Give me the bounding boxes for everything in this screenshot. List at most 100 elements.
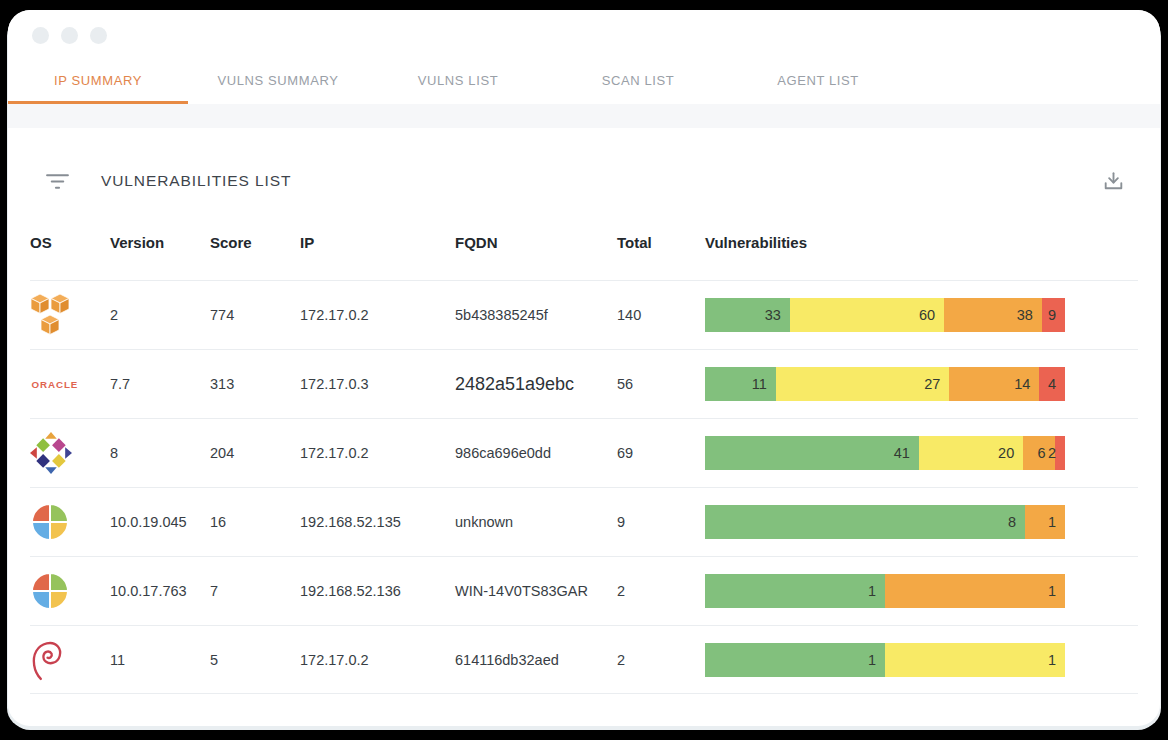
- score-cell: 313: [210, 376, 300, 392]
- vulnerabilities-cell: 3360389: [705, 298, 1138, 332]
- filter-icon: [44, 172, 71, 191]
- os-cell: [30, 637, 110, 683]
- vulnerabilities-cell: 412062: [705, 436, 1138, 470]
- vulnerability-bar: 11: [705, 574, 1065, 608]
- table-row[interactable]: 10.0.17.7637192.168.52.136WIN-14V0TS83GA…: [30, 556, 1138, 625]
- table-row[interactable]: 115172.17.0.2614116db32aed211: [30, 625, 1138, 694]
- vulnerabilities-cell: 11: [705, 643, 1138, 677]
- vuln-bar-segment-medium: 27: [776, 367, 950, 401]
- vulnerability-bar: 1127144: [705, 367, 1065, 401]
- vuln-bar-segment-medium: 1: [885, 643, 1065, 677]
- vulnerability-bar: 412062: [705, 436, 1065, 470]
- os-cell: [30, 502, 110, 542]
- vuln-bar-segment-low: 41: [705, 436, 919, 470]
- score-cell: 774: [210, 307, 300, 323]
- tab-ip-summary[interactable]: IP SUMMARY: [8, 60, 188, 104]
- vuln-bar-segment-low: 1: [705, 643, 885, 677]
- version-cell: 8: [110, 445, 210, 461]
- version-cell: 10.0.17.763: [110, 583, 210, 599]
- fqdn-cell: 986ca696e0dd: [455, 445, 617, 461]
- table-row[interactable]: 2774172.17.0.25b438385245f1403360389: [30, 280, 1138, 349]
- ip-cell: 192.168.52.135: [300, 514, 455, 530]
- table-row[interactable]: 10.0.19.04516192.168.52.135unknown981: [30, 487, 1138, 556]
- column-header-vulnerabilities: Vulnerabilities: [705, 234, 1138, 251]
- list-header: VULNERABILITIES LIST: [30, 128, 1138, 204]
- fqdn-cell: 614116db32aed: [455, 652, 617, 668]
- ip-cell: 172.17.0.3: [300, 376, 455, 392]
- table-header-row: OSVersionScoreIPFQDNTotalVulnerabilities: [30, 204, 1138, 280]
- os-cell: [30, 293, 110, 337]
- tab-vulns-list[interactable]: VULNS LIST: [368, 60, 548, 104]
- debian-logo-icon: [30, 637, 66, 683]
- ip-cell: 172.17.0.2: [300, 445, 455, 461]
- vuln-bar-segment-low: 1: [705, 574, 885, 608]
- vuln-bar-segment-critical: 2: [1055, 436, 1065, 470]
- vuln-bar-segment-high: 14: [949, 367, 1039, 401]
- fqdn-cell: 2482a51a9ebc: [455, 374, 617, 395]
- version-cell: 11: [110, 652, 210, 668]
- vulnerabilities-table: OSVersionScoreIPFQDNTotalVulnerabilities…: [30, 204, 1138, 694]
- vulnerabilities-cell: 1127144: [705, 367, 1138, 401]
- vuln-bar-segment-medium: 60: [790, 298, 944, 332]
- vuln-bar-segment-high: 1: [1025, 505, 1065, 539]
- vuln-bar-segment-critical: 9: [1042, 298, 1065, 332]
- total-cell: 2: [617, 652, 705, 668]
- vulnerabilities-cell: 81: [705, 505, 1138, 539]
- score-cell: 16: [210, 514, 300, 530]
- table-row[interactable]: 7.7313172.17.0.32482a51a9ebc561127144: [30, 349, 1138, 418]
- app-window: IP SUMMARYVULNS SUMMARYVULNS LISTSCAN LI…: [8, 10, 1160, 726]
- ip-cell: 192.168.52.136: [300, 583, 455, 599]
- download-button[interactable]: [1097, 165, 1130, 198]
- tab-bar: IP SUMMARYVULNS SUMMARYVULNS LISTSCAN LI…: [8, 60, 1160, 104]
- window-control-icon[interactable]: [90, 27, 107, 44]
- score-cell: 5: [210, 652, 300, 668]
- page-title: VULNERABILITIES LIST: [101, 172, 291, 190]
- total-cell: 140: [617, 307, 705, 323]
- centos-logo-icon: [30, 432, 72, 474]
- ip-cell: 172.17.0.2: [300, 652, 455, 668]
- desktop-background: IP SUMMARYVULNS SUMMARYVULNS LISTSCAN LI…: [0, 0, 1168, 740]
- score-cell: 204: [210, 445, 300, 461]
- column-header-os: OS: [30, 234, 110, 251]
- aws-logo-icon: [30, 293, 70, 337]
- download-icon: [1101, 169, 1126, 194]
- table-body: 2774172.17.0.25b438385245f14033603897.73…: [30, 280, 1138, 694]
- vuln-bar-segment-critical: 4: [1039, 367, 1065, 401]
- total-cell: 9: [617, 514, 705, 530]
- ip-cell: 172.17.0.2: [300, 307, 455, 323]
- vulnerabilities-cell: 11: [705, 574, 1138, 608]
- window-control-icon[interactable]: [32, 27, 49, 44]
- main-content: VULNERABILITIES LIST OSVersionScoreIPFQD…: [8, 128, 1160, 694]
- tab-vulns-summary[interactable]: VULNS SUMMARY: [188, 60, 368, 104]
- window-control-icon[interactable]: [61, 27, 78, 44]
- vuln-bar-segment-medium: 20: [919, 436, 1023, 470]
- column-header-total: Total: [617, 234, 705, 251]
- vuln-bar-segment-low: 8: [705, 505, 1025, 539]
- windows-logo-icon: [30, 502, 70, 542]
- fqdn-cell: 5b438385245f: [455, 307, 617, 323]
- os-cell: [30, 571, 110, 611]
- filter-button[interactable]: [40, 168, 75, 195]
- os-cell: [30, 378, 110, 391]
- vuln-bar-segment-low: 33: [705, 298, 790, 332]
- total-cell: 56: [617, 376, 705, 392]
- table-row[interactable]: 8204172.17.0.2986ca696e0dd69412062: [30, 418, 1138, 487]
- vulnerability-bar: 81: [705, 505, 1065, 539]
- vulnerability-bar: 3360389: [705, 298, 1065, 332]
- windows-logo-icon: [30, 571, 70, 611]
- oracle-logo-icon: [30, 378, 87, 391]
- vuln-bar-segment-high: 38: [944, 298, 1042, 332]
- vulnerability-bar: 11: [705, 643, 1065, 677]
- version-cell: 2: [110, 307, 210, 323]
- column-header-fqdn: FQDN: [455, 234, 617, 251]
- total-cell: 2: [617, 583, 705, 599]
- score-cell: 7: [210, 583, 300, 599]
- tab-agent-list[interactable]: AGENT LIST: [728, 60, 908, 104]
- vuln-bar-segment-high: 1: [885, 574, 1065, 608]
- tab-scan-list[interactable]: SCAN LIST: [548, 60, 728, 104]
- column-header-version: Version: [110, 234, 210, 251]
- version-cell: 10.0.19.045: [110, 514, 210, 530]
- column-header-score: Score: [210, 234, 300, 251]
- tab-divider-strip: [8, 104, 1160, 128]
- total-cell: 69: [617, 445, 705, 461]
